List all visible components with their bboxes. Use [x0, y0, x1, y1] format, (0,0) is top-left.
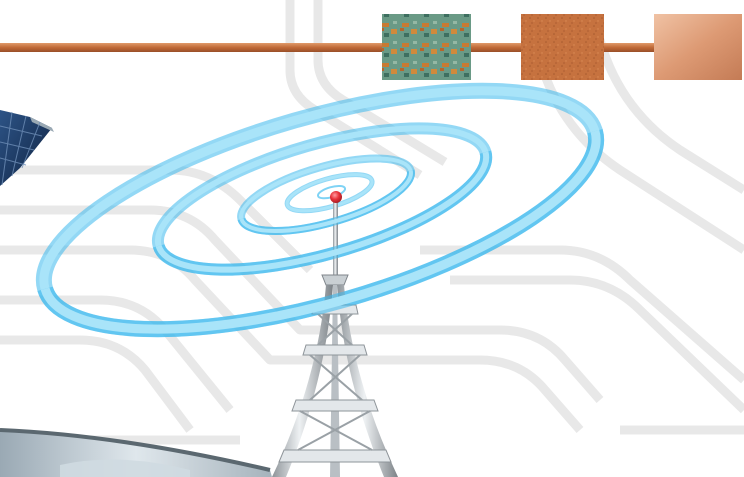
material-swatches: [382, 14, 742, 80]
signal-ring-front: [37, 128, 605, 338]
solar-panel-icon: [0, 110, 54, 186]
copper-wire: [0, 43, 654, 52]
rough-copper-texture-icon: [521, 14, 604, 80]
circuit-background: [0, 0, 744, 445]
satellite-dish-icon: [0, 428, 272, 477]
beacon-light-icon: [330, 191, 342, 203]
polished-copper-texture-icon: [654, 14, 742, 80]
patina-texture-icon: [382, 14, 471, 80]
